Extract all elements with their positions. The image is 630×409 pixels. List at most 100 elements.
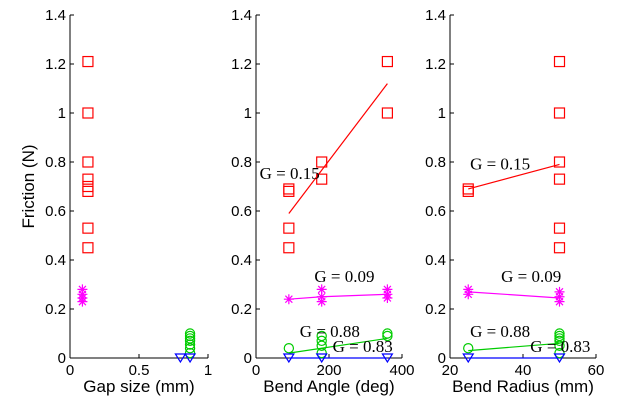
square-marker	[316, 173, 328, 185]
x-tick-label: 1	[204, 362, 212, 379]
fit-line	[288, 293, 388, 300]
x-tick-label: 20	[442, 362, 459, 379]
fit-annotation: G = 0.88	[470, 322, 530, 341]
x-tick-label: 60	[588, 362, 605, 379]
circle-marker	[184, 339, 196, 350]
square-marker	[553, 107, 566, 119]
square-marker	[381, 107, 393, 119]
y-tick-label: 1.4	[45, 7, 66, 24]
panel-gap-size: 0 0.2 0.4 0.6 0.8 1 1.2 1.4 0 0.5 1 Gap size (mm) Fr…	[19, 7, 212, 396]
y-tick-label: 0.6	[425, 203, 446, 220]
square-marker	[462, 185, 474, 197]
circle-marker	[463, 343, 474, 354]
x-tick-label: 0.5	[129, 362, 150, 379]
y-tick-label: 0.4	[231, 252, 252, 269]
star-marker	[316, 296, 327, 307]
y-tick-label: 1	[244, 105, 252, 122]
fit-line	[468, 291, 560, 299]
star-marker	[77, 296, 88, 307]
x-axis-label: Bend Radius (mm)	[452, 377, 594, 396]
fit-line	[288, 337, 388, 354]
circle-marker	[382, 330, 393, 342]
fit-line	[468, 342, 560, 352]
square-marker	[381, 55, 393, 68]
square-marker	[82, 107, 94, 119]
square-marker	[82, 185, 94, 197]
y-tick-label: 0	[244, 350, 252, 367]
star-marker	[316, 284, 327, 295]
square-marker	[553, 242, 566, 254]
fit-annotation: G = 0.83	[530, 337, 590, 356]
y-tick-label: 0.4	[425, 252, 446, 269]
square-marker	[283, 185, 295, 197]
x-tick-label: 200	[316, 362, 341, 379]
triangle-marker	[183, 353, 197, 364]
square-marker	[283, 183, 295, 195]
x-tick-label: 0	[252, 362, 260, 379]
y-axis-label: Friction (N)	[19, 144, 38, 228]
y-tick-label: 1.4	[231, 7, 252, 24]
circle-marker	[316, 335, 327, 347]
square-marker	[283, 222, 295, 234]
square-marker	[553, 156, 566, 168]
y-tick-label: 1.2	[231, 56, 252, 73]
y-tick-label: 1.2	[45, 56, 66, 73]
y-tick-label: 0.8	[45, 154, 66, 171]
circle-marker	[184, 335, 196, 347]
triangle-marker	[381, 353, 394, 364]
triangle-marker	[174, 353, 187, 364]
circle-marker	[184, 343, 196, 354]
y-tick-label: 0.2	[231, 301, 252, 318]
circle-marker	[554, 347, 565, 359]
square-marker	[553, 173, 566, 185]
star-marker	[382, 292, 393, 303]
y-tick-label: 0.8	[425, 154, 446, 171]
y-tick-label: 0.2	[45, 301, 66, 318]
square-marker	[82, 242, 94, 254]
y-tick-label: 1.2	[425, 56, 446, 73]
y-tick-label: 1.4	[425, 7, 446, 24]
circle-marker	[554, 328, 565, 339]
x-axis-label: Bend Angle (deg)	[263, 377, 394, 396]
x-tick-label: 400	[389, 362, 414, 379]
square-marker	[82, 55, 94, 68]
circle-marker	[554, 335, 565, 347]
fit-annotation: G = 0.15	[470, 154, 530, 173]
square-marker	[283, 242, 295, 254]
y-tick-label: 0.4	[45, 252, 66, 269]
triangle-marker	[462, 353, 475, 364]
star-marker	[283, 294, 294, 305]
square-marker	[82, 156, 94, 168]
y-tick-label: 0.6	[45, 203, 66, 220]
fit-annotation: G = 0.15	[260, 164, 320, 183]
circle-marker	[554, 340, 565, 351]
fit-line	[468, 163, 560, 190]
y-tick-label: 1	[58, 105, 66, 122]
triangle-marker	[282, 353, 295, 364]
x-tick-label: 40	[515, 362, 532, 379]
circle-marker	[184, 330, 196, 342]
star-marker	[463, 289, 474, 300]
y-tick-label: 0.8	[231, 154, 252, 171]
square-marker	[82, 222, 94, 234]
fit-annotation: G = 0.09	[501, 267, 561, 286]
circle-marker	[316, 340, 327, 351]
star-marker	[554, 296, 565, 307]
y-tick-label: 0	[58, 350, 66, 367]
y-tick-label: 0.2	[425, 301, 446, 318]
circle-marker	[316, 347, 327, 359]
y-tick-label: 0.6	[231, 203, 252, 220]
fit-annotation: G = 0.88	[300, 322, 360, 341]
triangle-marker	[553, 353, 566, 364]
square-marker	[82, 173, 94, 185]
circle-marker	[554, 333, 565, 344]
triangle-marker	[315, 353, 328, 364]
circle-marker	[184, 347, 196, 359]
x-axis-label: Gap size (mm)	[83, 377, 194, 396]
y-tick-label: 1	[438, 105, 446, 122]
fit-annotation: G = 0.83	[333, 337, 393, 356]
fit-line	[288, 83, 388, 214]
